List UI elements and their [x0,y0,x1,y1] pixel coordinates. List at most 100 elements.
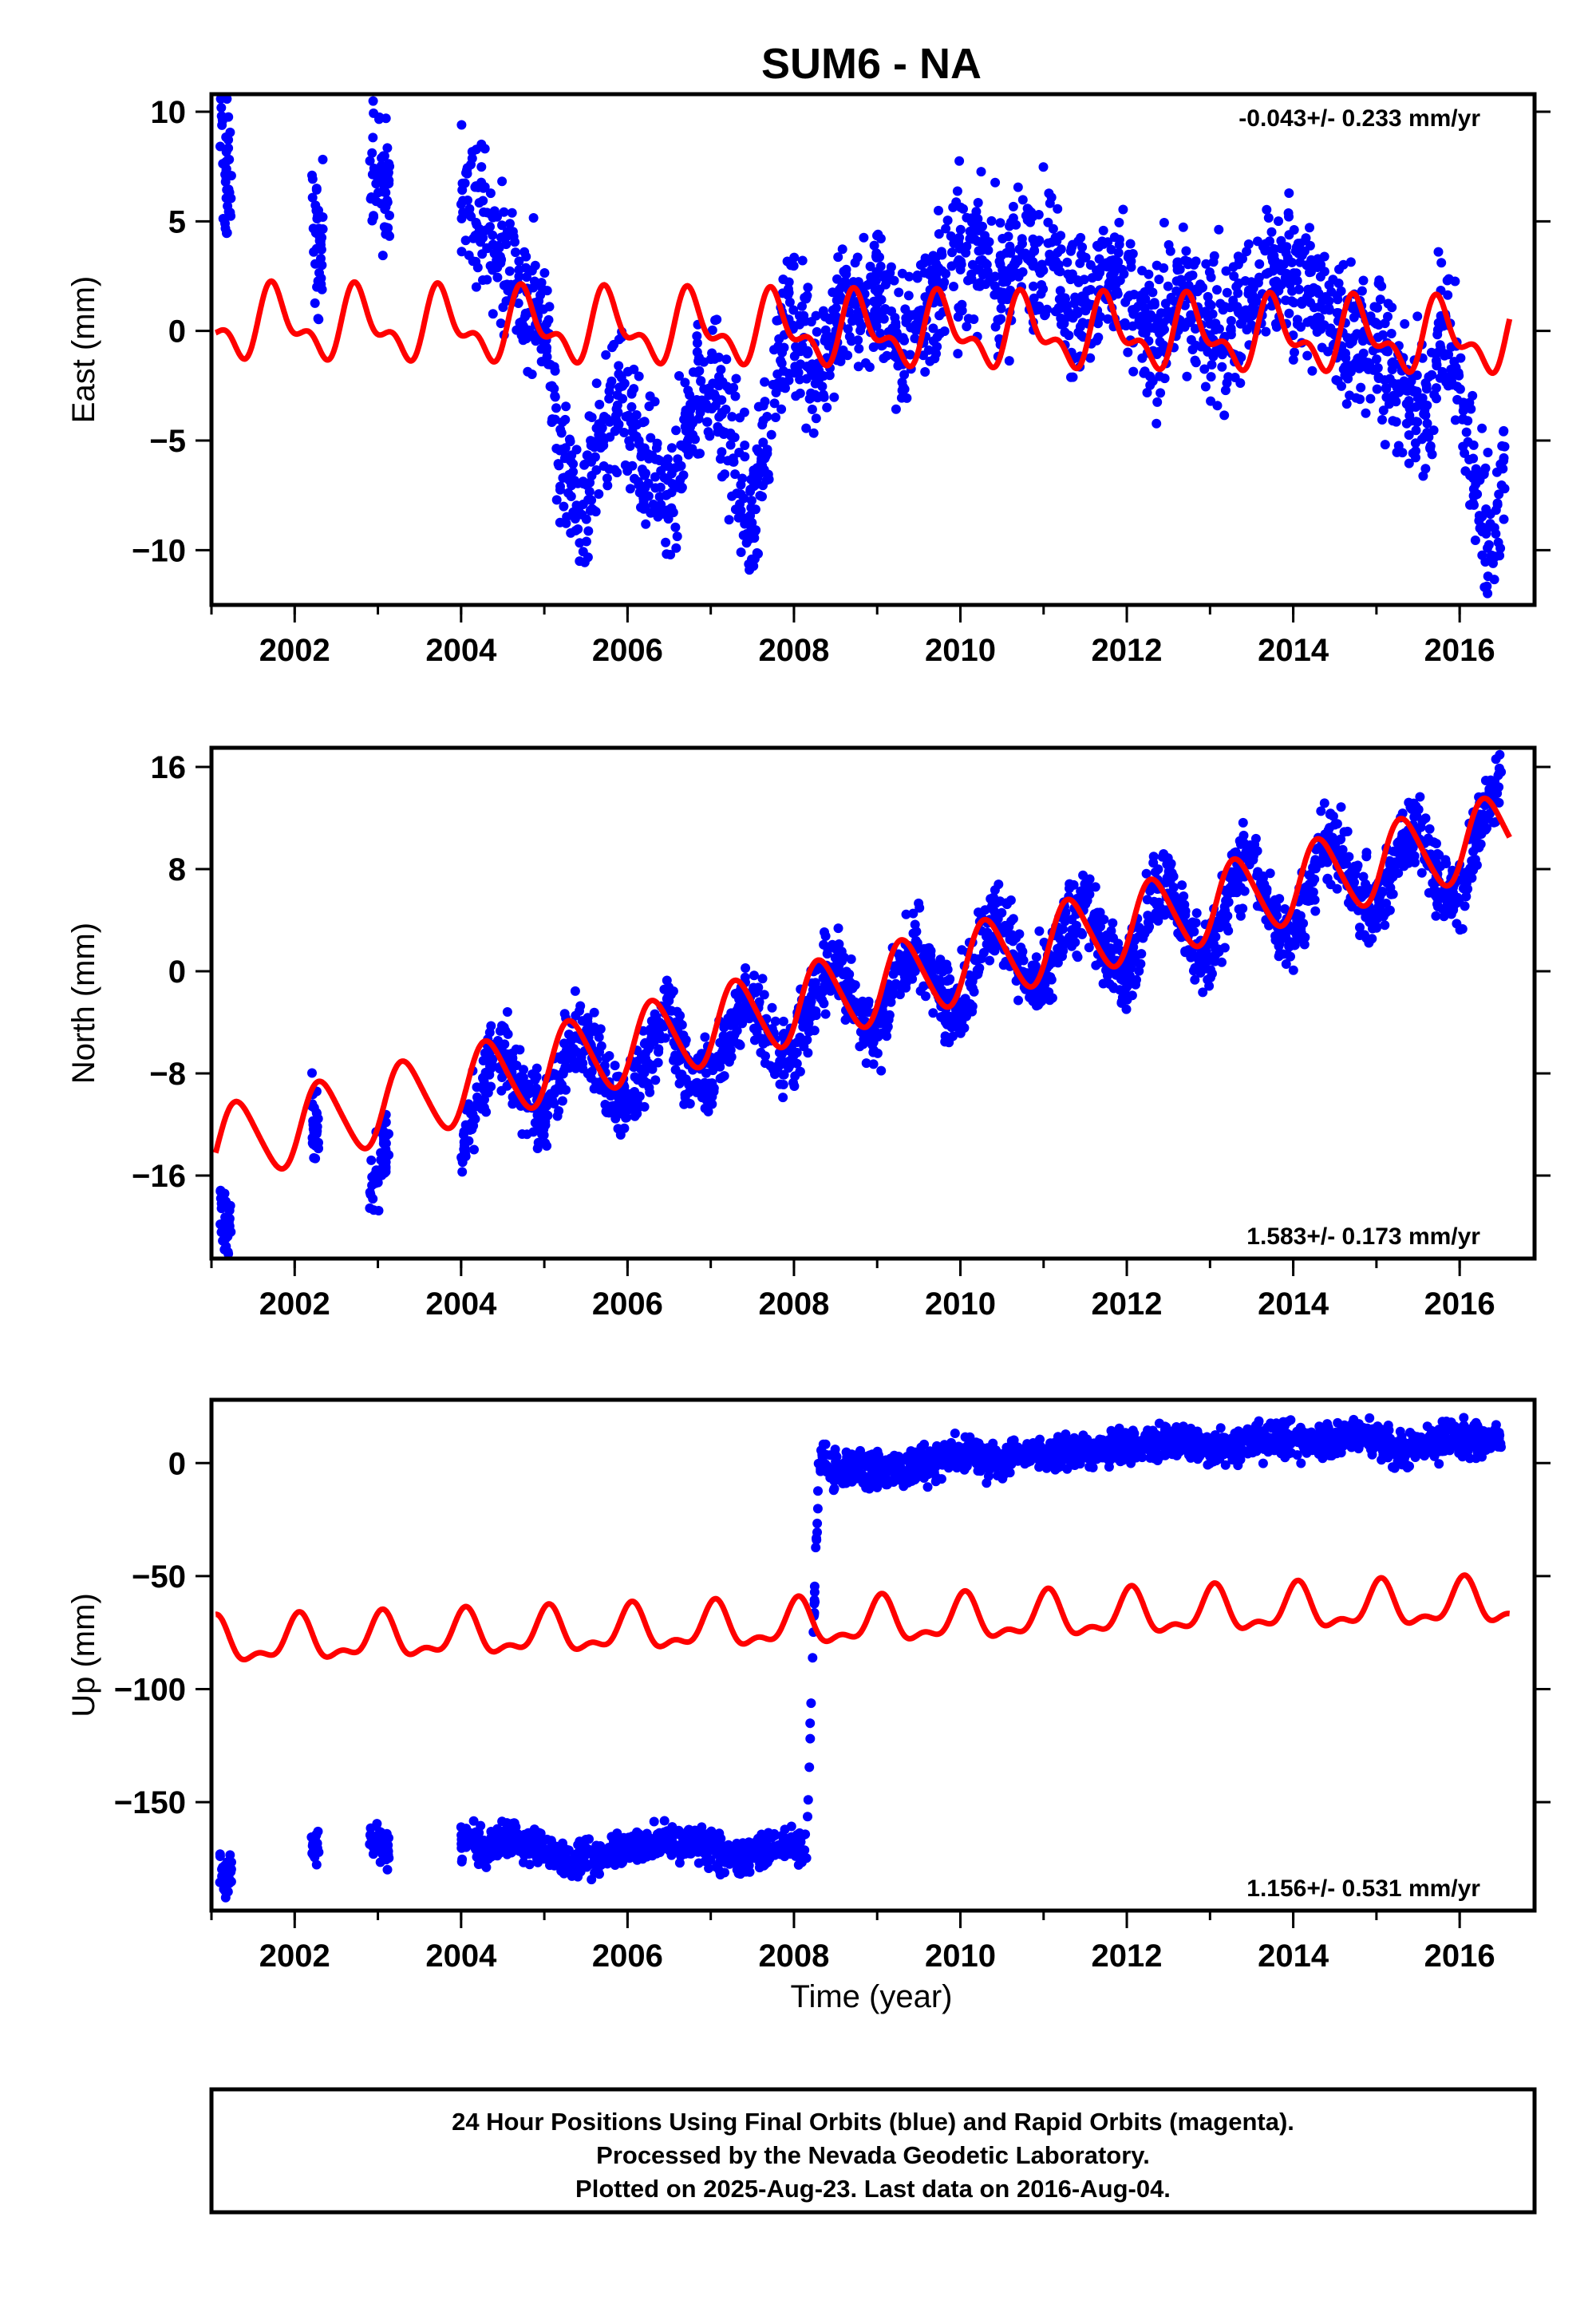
observation-point [666,1006,677,1016]
observation-point [1053,958,1063,968]
observation-point [1176,277,1187,287]
observation-point [990,322,1001,332]
observation-point [700,1032,710,1042]
observation-point [1152,314,1162,323]
observation-point [1206,372,1216,382]
observation-point [558,1069,568,1079]
observation-point [1422,418,1432,429]
observation-point [1212,285,1222,295]
observation-point [741,538,752,548]
observation-point [1306,267,1316,277]
observation-point [962,322,972,332]
observation-point [382,196,393,206]
observation-point [1421,381,1432,391]
observation-point [680,377,690,388]
observation-point [595,1024,606,1034]
observation-point [1191,340,1201,350]
observation-point [226,171,236,181]
observation-point [377,251,388,261]
observation-point [1125,239,1136,249]
observation-point [915,903,925,913]
observation-point [381,1167,391,1177]
observation-point [1456,353,1466,363]
observation-point [561,1085,571,1095]
observation-point [480,182,490,192]
observation-point [847,978,857,989]
observation-point [1383,346,1393,357]
observation-point [1034,926,1045,936]
observation-point [1152,397,1163,407]
observation-point [643,491,654,501]
observation-point [1396,832,1407,843]
observation-point [1457,924,1468,934]
observation-point [1219,410,1230,421]
observation-point [507,207,517,218]
x-tick-label: 2014 [1258,1286,1329,1322]
observation-point [711,393,721,403]
east-panel: 2002 2004 2006 2008 2010 2012 2014 2016−10−5051… [66,92,1551,668]
observation-point [876,1065,887,1076]
observation-point [942,215,953,226]
observation-point [559,472,570,483]
observation-point [717,472,727,482]
observation-point [1333,279,1344,288]
observation-point [1479,582,1490,592]
observation-point [1334,264,1344,275]
observation-point [638,1078,648,1089]
observation-point [1458,441,1468,452]
observation-point [312,1126,322,1136]
observation-point [1305,223,1314,233]
observation-point [1042,304,1053,314]
observation-point [985,955,995,966]
north-y-axis-label: North (mm) [66,923,101,1084]
observation-point [725,440,736,450]
observation-point [559,1009,570,1019]
observation-point [730,391,741,401]
observation-point [989,892,998,903]
observation-point [1260,884,1270,894]
observation-point [1077,929,1088,939]
observation-point [713,421,723,432]
observation-point [1044,987,1054,998]
observation-point [801,373,812,384]
observation-point [677,482,687,492]
observation-point [889,350,899,361]
observation-point [814,366,824,376]
observation-point [1263,213,1274,223]
observation-point [965,234,975,244]
observation-point [542,352,552,362]
observation-point [510,237,519,247]
observation-point [526,329,536,339]
observation-point [1355,356,1365,366]
observation-point [590,452,600,462]
observation-point [1400,318,1410,329]
observation-point [1123,252,1133,263]
observation-point [668,986,678,996]
y-tick-label: −5 [149,424,186,459]
observation-point [1177,880,1187,891]
observation-point [1346,867,1357,877]
y-tick-label: −10 [132,533,186,568]
observation-point [986,903,996,913]
observation-point [1335,835,1345,845]
observation-point [1230,373,1240,382]
observation-point [670,522,681,532]
observation-point [367,148,377,158]
observation-point [1073,277,1084,287]
observation-point [1262,204,1272,215]
observation-point [456,247,467,257]
observation-point [778,1016,788,1026]
observation-point [1361,848,1372,858]
observation-point [542,286,552,296]
observation-point [544,302,555,312]
observation-point [998,277,1008,287]
observation-point [666,488,677,497]
observation-point [456,120,467,130]
observation-point [1427,449,1437,460]
observation-point [668,508,678,518]
observation-point [307,170,317,180]
observation-point [1372,384,1382,394]
observation-point [995,218,1005,228]
observation-point [372,1819,382,1829]
observation-point [1401,382,1412,393]
